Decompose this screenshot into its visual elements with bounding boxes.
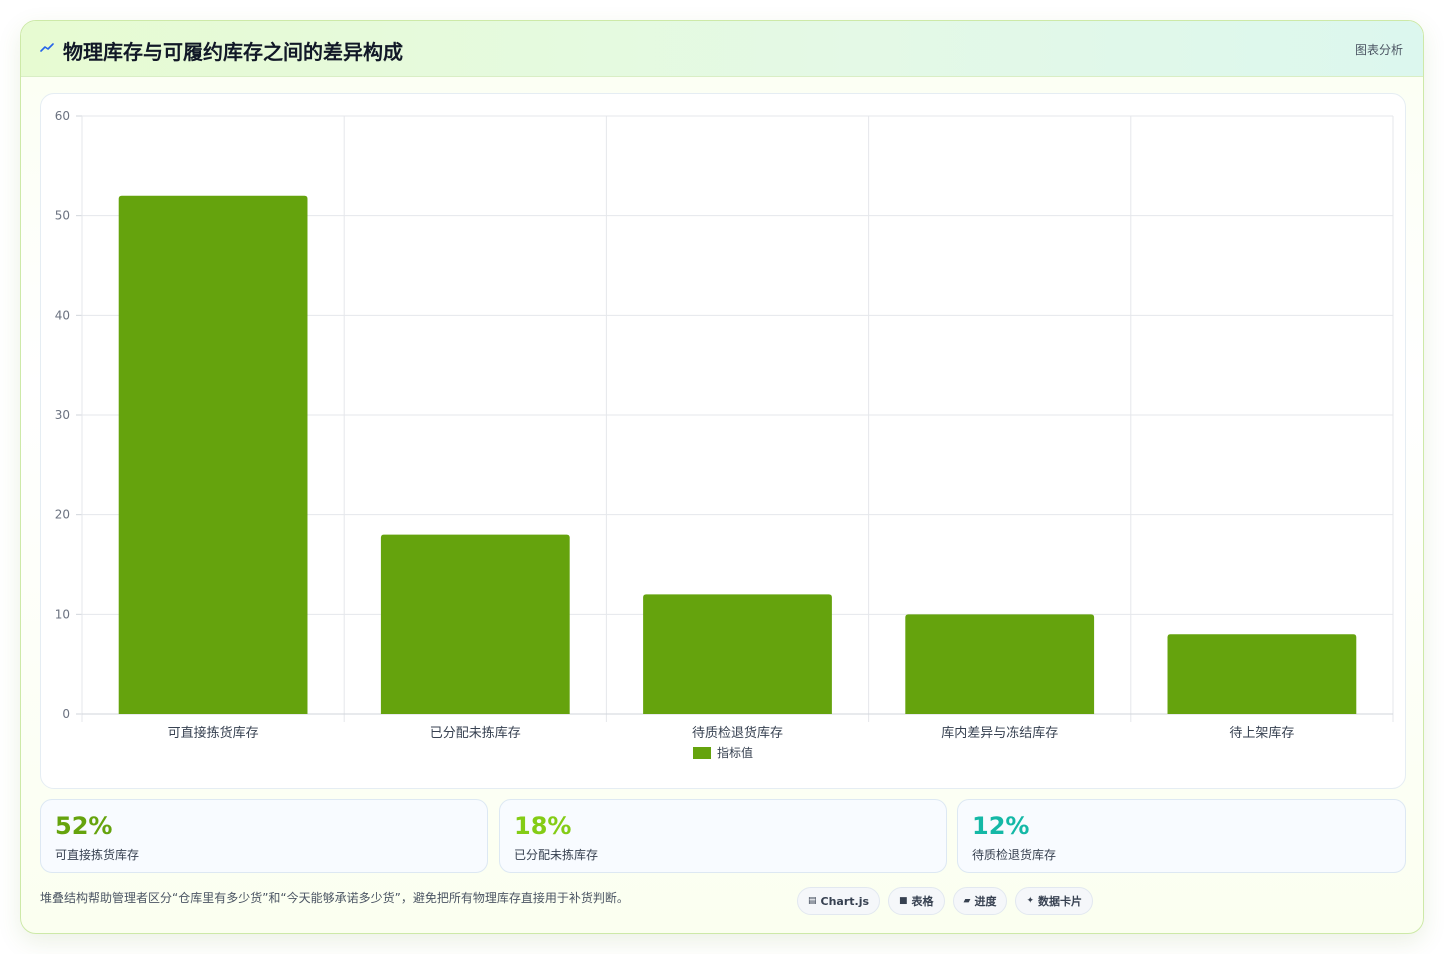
tag-table[interactable]: ■ 表格: [888, 887, 945, 915]
card-header: 物理库存与可履约库存之间的差异构成 图表分析: [21, 21, 1423, 77]
stat-label: 待质检退货库存: [972, 848, 1057, 862]
footer-note: 堆叠结构帮助管理者区分“仓库里有多少货”和“今天能够承诺多少货”，避免把所有物理…: [40, 891, 629, 905]
y-tick-label: 40: [55, 308, 70, 322]
tag-progress[interactable]: ▰ 进度: [952, 887, 1008, 915]
x-tick-label: 库内差异与冻结库存: [941, 725, 1058, 741]
bar: [905, 614, 1095, 714]
x-tick-label: 已分配未拣库存: [430, 725, 521, 741]
y-tick-label: 50: [55, 209, 70, 223]
tag-data-card[interactable]: ✦ 数据卡片: [1015, 887, 1094, 915]
y-tick-label: 0: [62, 707, 70, 721]
bar: [643, 594, 832, 714]
header-meta: 图表分析: [1354, 43, 1403, 57]
chart-panel: 0 10 20 30 40 50 60 可直接拣货库存 已分配未拣库存 待质检退货库存 库内差异与冻…: [40, 93, 1406, 789]
x-tick-label: 待上架库存: [1229, 725, 1294, 741]
bar: [380, 534, 570, 714]
table-icon: ■: [899, 896, 908, 906]
stat-value: 18%: [514, 812, 572, 840]
tag-chartjs[interactable]: ▤ Chart.js: [797, 887, 881, 915]
x-tick-label: 可直接拣货库存: [168, 725, 259, 741]
tag-list: ▤ Chart.js ■ 表格 ▰ 进度 ✦ 数据卡片: [797, 887, 1094, 915]
sparkle-icon: ✦: [1026, 896, 1035, 906]
y-tick-label: 60: [55, 109, 70, 123]
progress-icon: ▰: [963, 896, 971, 906]
stat-label: 已分配未拣库存: [514, 848, 599, 862]
stat-value: 12%: [972, 812, 1030, 840]
stat-card-returns: 12% 待质检退货库存: [957, 799, 1406, 873]
chart-card: 物理库存与可履约库存之间的差异构成 图表分析 0 10 20 30 40 50 60 可直接拣…: [20, 20, 1424, 934]
chart-icon: ▤: [808, 896, 817, 906]
tag-label: Chart.js: [820, 894, 870, 908]
stat-value: 52%: [55, 812, 113, 840]
tag-label: 数据卡片: [1038, 895, 1083, 908]
y-tick-label: 20: [55, 508, 70, 522]
bar: [1167, 634, 1357, 714]
legend-label: 指标值: [717, 745, 753, 760]
tag-label: 进度: [974, 895, 997, 908]
legend-swatch: [693, 747, 711, 759]
stat-card-allocated: 18% 已分配未拣库存: [499, 799, 947, 873]
x-tick-label: 待质检退货库存: [692, 725, 783, 741]
y-tick-label: 30: [55, 408, 70, 422]
stat-card-picking: 52% 可直接拣货库存: [40, 799, 488, 873]
bar-chart: 0 10 20 30 40 50 60 可直接拣货库存 已分配未拣库存 待质检退货库存 库内差异与冻…: [55, 109, 1394, 760]
trend-icon: [40, 43, 54, 52]
tag-label: 表格: [911, 895, 934, 908]
bar: [118, 195, 308, 714]
page-title: 物理库存与可履约库存之间的差异构成: [63, 40, 403, 64]
y-tick-label: 10: [55, 607, 70, 621]
stat-label: 可直接拣货库存: [55, 848, 140, 862]
